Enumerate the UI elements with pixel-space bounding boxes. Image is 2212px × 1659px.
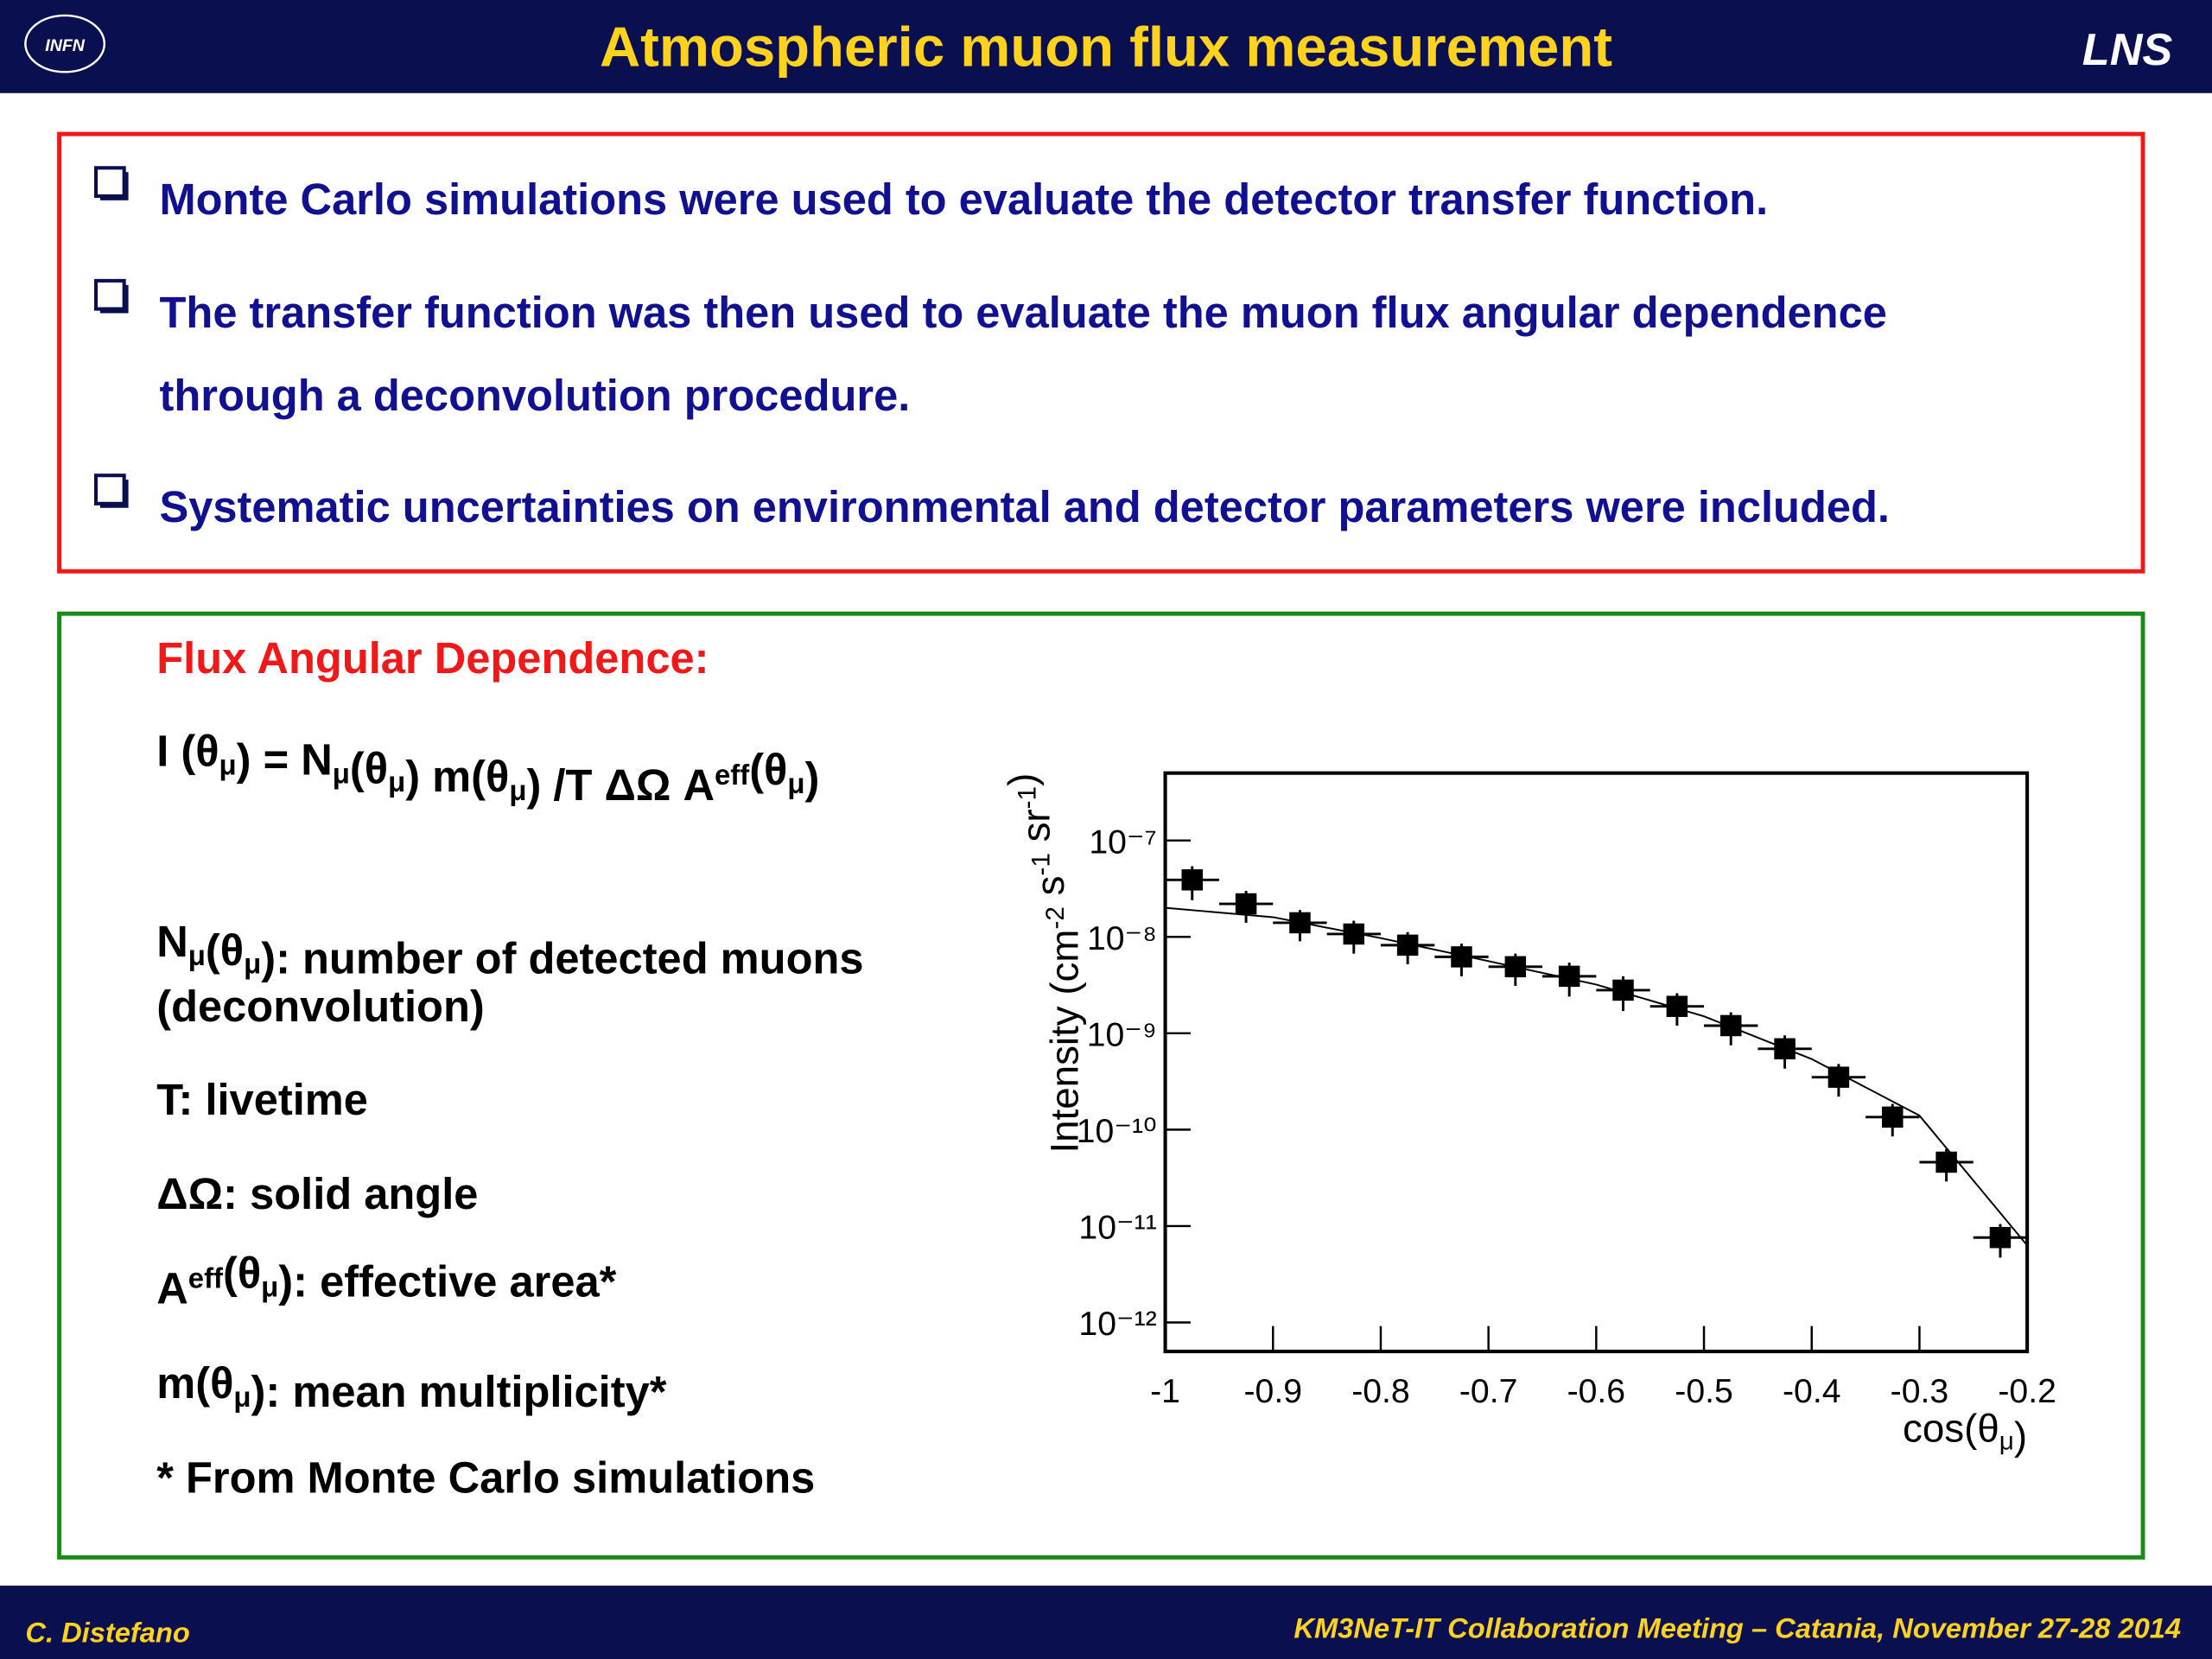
superscript: -2 [1041, 906, 1070, 929]
x-tick-label: -1 [1150, 1373, 1180, 1410]
text-run: ) [2014, 1414, 2027, 1458]
marker [1989, 1226, 2012, 1249]
text-run: (deconvolution) [156, 982, 485, 1031]
text-run: sr [1014, 809, 1058, 853]
panel-line: Nμ(θμ): number of detected muons [156, 917, 863, 983]
x-tick-label: -0.4 [1783, 1373, 1841, 1410]
footer-bar [0, 1586, 2212, 1659]
bullet-text: The transfer function was then used to e… [159, 288, 1886, 337]
panel-line: (deconvolution) [156, 982, 485, 1031]
bullet-icon [93, 278, 126, 311]
panel-line: ΔΩ: solid angle [156, 1169, 478, 1218]
bullet-list: Monte Carlo simulations were used to eva… [93, 166, 1890, 531]
y-axis-title: Intensity (cm-2 s-1 sr-1) [1000, 773, 1086, 1154]
x-tick-label: -0.2 [1998, 1373, 2056, 1410]
bullet-text: Monte Carlo simulations were used to eva… [159, 175, 1768, 224]
panel-text: Flux Angular Dependence: I (θμ) = Nμ(θμ)… [156, 633, 863, 1503]
text-run: (θ [350, 743, 388, 792]
subscript: μ [787, 767, 804, 799]
panel-line: * From Monte Carlo simulations [156, 1452, 815, 1502]
superscript: -1 [1027, 853, 1056, 875]
x-tick-label: -0.5 [1675, 1373, 1733, 1410]
marker [1235, 893, 1257, 915]
bullet-icon [93, 166, 126, 198]
panel-heading: Flux Angular Dependence: [156, 633, 709, 683]
text-run: Intensity (cm [1042, 930, 1086, 1154]
marker [1882, 1106, 1904, 1128]
marker [1558, 965, 1580, 988]
header-bar [0, 0, 2212, 93]
x-axis-title: cos(θμ) [1903, 1407, 2027, 1459]
text-run: (θ [206, 925, 244, 975]
subscript: μ [219, 748, 237, 780]
logo-ring [24, 14, 106, 73]
fit-line [1165, 906, 2028, 1246]
x-tick-label: -0.6 [1567, 1373, 1626, 1410]
y-tick-label: 10⁻⁹ [1087, 1016, 1157, 1053]
superscript: -1 [1013, 786, 1041, 809]
text-run: ): number of detected muons [261, 934, 863, 983]
y-tick-label: 10⁻¹¹ [1078, 1210, 1156, 1247]
text-run: ): mean multiplicity* [251, 1367, 667, 1416]
text-run: ): effective area* [278, 1256, 616, 1306]
marker [1719, 1014, 1742, 1037]
text-run: m(θ [156, 1358, 233, 1408]
text-run: A [156, 1264, 188, 1313]
author: C. Distefano [25, 1616, 189, 1648]
x-tick-label: -0.7 [1459, 1373, 1518, 1410]
text-run: cos(θ [1903, 1407, 1999, 1451]
plot-frame [1163, 771, 2030, 1354]
text-run: I (θ [156, 727, 219, 776]
text-run: ) /T ΔΩ A [527, 760, 715, 810]
lab: LNS [2082, 25, 2173, 75]
subscript: μ [244, 948, 261, 980]
bullet-icon [93, 474, 126, 505]
panel-line: Aeff(θμ): effective area* [156, 1248, 616, 1313]
y-tick-label: 10⁻¹² [1078, 1306, 1156, 1343]
text-run: ) [805, 753, 820, 803]
text-run: N [156, 917, 188, 966]
text-run: (θ [749, 745, 787, 794]
event: KM3NeT-IT Collaboration Meeting – Catani… [1294, 1612, 2181, 1644]
y-tick-label: 10⁻⁷ [1089, 823, 1156, 861]
bullet-text: Systematic uncertainties on environmenta… [159, 482, 1890, 531]
text-run: ) [1000, 773, 1044, 786]
title: Atmospheric muon flux measurement [600, 16, 1612, 79]
subscript: μ [261, 1270, 278, 1302]
logo: INFN [45, 36, 86, 55]
marker [1181, 869, 1203, 891]
subscript: μ [333, 757, 350, 789]
x-tick-label: -0.8 [1351, 1373, 1410, 1410]
bullet-box [57, 131, 2145, 574]
formula: I (θμ) = Nμ(θμ) m(θμ) /T ΔΩ Aeff(θμ) [156, 727, 819, 810]
subscript: μ [233, 1381, 251, 1413]
text-run: T: livetime [156, 1075, 368, 1124]
text-run: ) = N [237, 734, 333, 784]
text-run: * From Monte Carlo simulations [156, 1452, 815, 1502]
text-run: (θ [223, 1248, 261, 1297]
subscript: μ [388, 766, 405, 798]
superscript: eff [188, 1262, 224, 1294]
bullet-text: through a deconvolution procedure. [159, 371, 910, 420]
panel-box [57, 611, 2145, 1560]
x-tick-label: -0.9 [1244, 1373, 1303, 1410]
superscript: eff [715, 759, 750, 791]
subscript: μ [509, 774, 526, 806]
subscript: μ [1999, 1427, 2014, 1455]
text-run: ΔΩ: solid angle [156, 1169, 478, 1218]
text-run: s [1028, 876, 1072, 907]
y-tick-label: 10⁻¹⁰ [1077, 1113, 1157, 1150]
marker [1936, 1151, 1957, 1173]
panel-line: T: livetime [156, 1075, 368, 1124]
subscript: μ [188, 939, 206, 971]
x-tick-label: -0.3 [1891, 1373, 1949, 1410]
panel-line: m(θμ): mean multiplicity* [156, 1358, 667, 1416]
text-run: ) m(θ [405, 752, 509, 801]
y-tick-label: 10⁻⁸ [1087, 920, 1157, 957]
chart: 10⁻¹² 10⁻¹¹ 10⁻¹⁰ 10⁻⁹ 10⁻⁸ 10⁻⁷ -1 -0.9 -0.8 -0.… [1000, 771, 2056, 1459]
